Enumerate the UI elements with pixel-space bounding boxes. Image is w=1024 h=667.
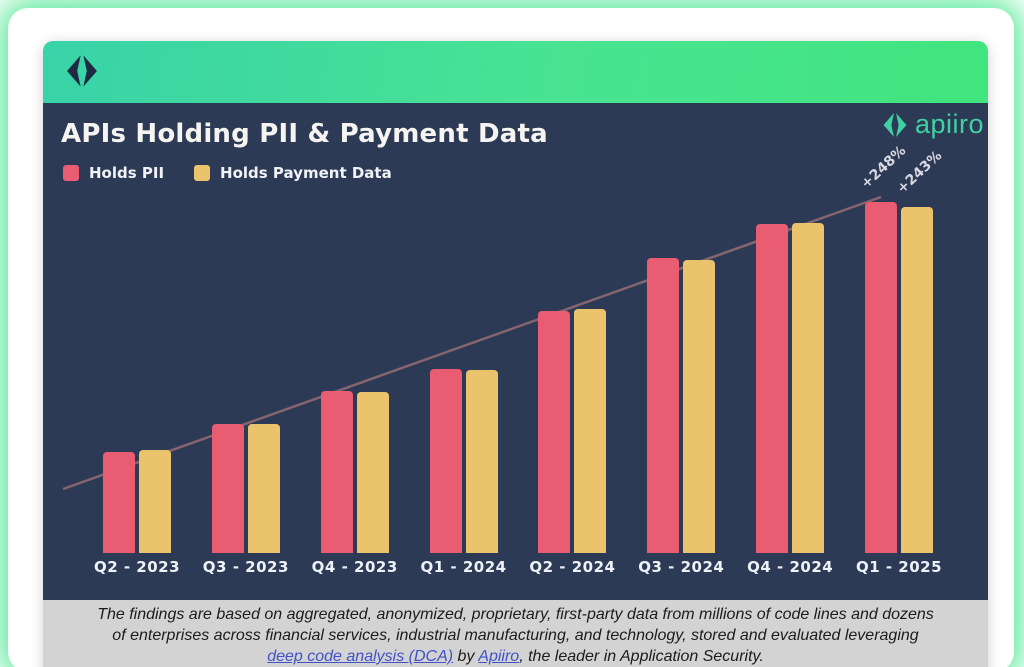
x-axis-label-Q1-2025: Q1 - 2025	[855, 558, 943, 576]
bar-holds-payment-data-Q2-2024	[574, 309, 607, 553]
bar-holds-payment-data-Q4-2024	[792, 223, 825, 553]
bar-holds-pii-Q3-2023	[211, 424, 244, 553]
x-axis-label-Q1-2024: Q1 - 2024	[420, 558, 507, 576]
bar-holds-payment-data-Q3-2024	[683, 260, 716, 553]
apiiro-brand: apiiro	[882, 109, 984, 140]
caption: The findings are based on aggregated, an…	[43, 600, 988, 667]
x-axis-label-Q2-2023: Q2 - 2023	[93, 558, 181, 576]
x-axis-label-Q2-2024: Q2 - 2024	[529, 558, 616, 576]
bar-holds-pii-Q4-2024	[756, 224, 789, 553]
caption-line-3: deep code analysis (DCA) by Apiiro, the …	[43, 646, 988, 667]
bar-holds-payment-data-Q4-2023	[356, 392, 389, 553]
legend-swatch-holds-payment-data	[194, 165, 211, 181]
caption-line-3-mid: by	[453, 648, 479, 665]
caption-line-3-tail: , the leader in Application Security.	[519, 648, 764, 665]
caption-line-2: of enterprises across financial services…	[112, 627, 919, 644]
bar-holds-payment-data-Q2-2023	[139, 450, 171, 553]
bar-holds-pii-Q2-2023	[103, 452, 135, 553]
x-axis-label-Q3-2024: Q3 - 2024	[638, 558, 725, 576]
x-axis-label-Q4-2024: Q4 - 2024	[747, 558, 834, 576]
chart-legend: Holds PII Holds Payment Data	[63, 164, 412, 182]
legend-label-holds-payment-data: Holds Payment Data	[220, 164, 392, 182]
legend-label-holds-pii: Holds PII	[89, 164, 165, 182]
apiiro-logo-mark-icon	[67, 55, 97, 87]
bar-holds-pii-Q4-2023	[320, 391, 353, 553]
apiiro-logo-icon	[883, 112, 907, 137]
chart-panel: apiiro APIs Holding PII & Payment Data H…	[43, 103, 988, 600]
chart-title: APIs Holding PII & Payment Data	[61, 119, 548, 149]
bar-holds-payment-data-Q3-2023	[247, 424, 280, 553]
bar-holds-pii-Q2-2024	[538, 311, 571, 553]
bar-holds-pii-Q3-2024	[647, 258, 680, 553]
report-card: apiiro APIs Holding PII & Payment Data H…	[43, 41, 988, 667]
bar-plot: Q2 - 2023 Q3 - 2023 Q4 - 2023 Q1 - 2024 Q2 -…	[43, 103, 988, 600]
caption-line-1: The findings are based on aggregated, an…	[97, 606, 934, 623]
bar-holds-payment-data-Q1-2025	[901, 207, 934, 553]
trend-line	[62, 195, 882, 491]
apiiro-link[interactable]: Apiiro	[478, 648, 520, 665]
apiiro-wordmark: apiiro	[914, 109, 984, 139]
bar-holds-pii-Q1-2024	[429, 369, 462, 553]
legend-swatch-holds-pii	[63, 165, 79, 181]
bar-holds-pii-Q1-2025	[865, 202, 898, 553]
card-header	[43, 41, 988, 103]
bar-holds-payment-data-Q1-2024	[465, 370, 498, 553]
x-axis-label-Q3-2023: Q3 - 2023	[202, 558, 289, 576]
x-axis-label-Q4-2023: Q4 - 2023	[311, 558, 398, 576]
dca-link[interactable]: deep code analysis (DCA)	[267, 648, 454, 665]
